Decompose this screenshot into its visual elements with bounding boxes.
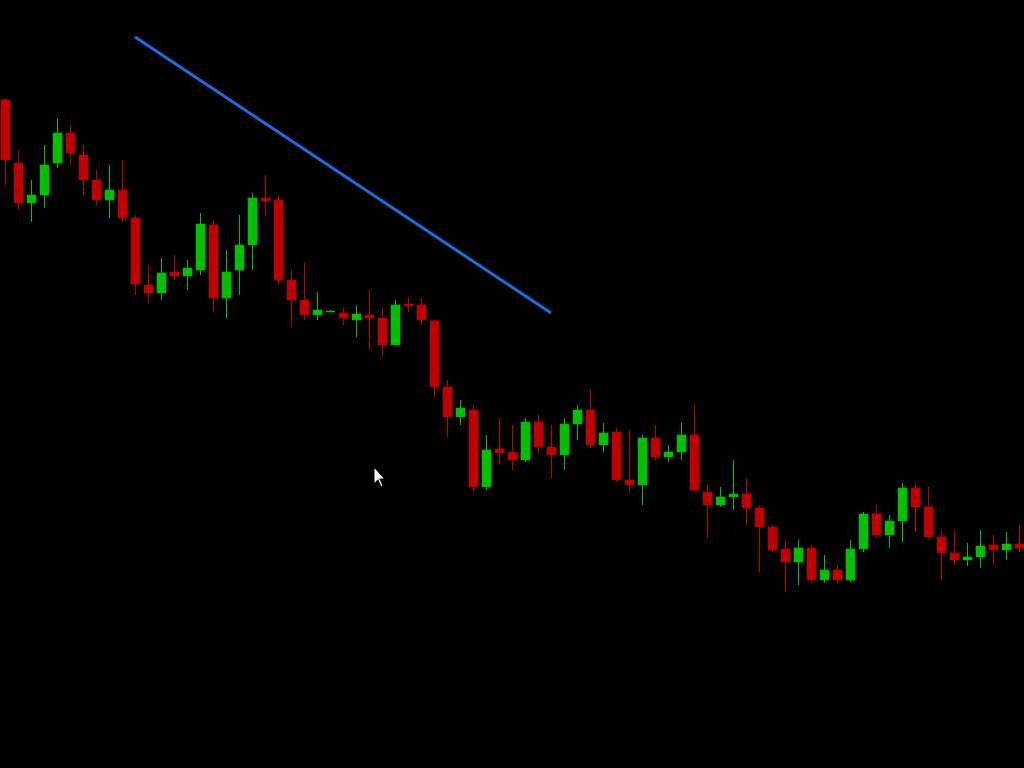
candle-body (845, 548, 856, 581)
candle-body (702, 491, 713, 506)
candle-body (78, 154, 89, 181)
candle-body (364, 314, 375, 319)
candle-body (247, 197, 258, 246)
candle-body (286, 279, 297, 301)
candle-body (988, 544, 999, 551)
candle-body (949, 552, 960, 561)
candle-body (936, 536, 947, 554)
candle-body (338, 312, 349, 319)
candle-body (793, 547, 804, 563)
candle-body (663, 451, 674, 458)
candle-body (312, 309, 323, 316)
candle-body (351, 313, 362, 321)
candle-body (598, 432, 609, 446)
candle-body (637, 437, 648, 486)
candle-body (494, 448, 505, 454)
candle-body (780, 548, 791, 563)
candle-body (117, 189, 128, 219)
candle-body (390, 304, 401, 346)
candle-body (923, 506, 934, 538)
candle-body (546, 446, 557, 456)
candle-body (676, 434, 687, 453)
candle-body (26, 194, 37, 204)
candle-body (416, 304, 427, 321)
candle-body (0, 99, 11, 161)
candle-body (871, 513, 882, 536)
candle-body (962, 556, 973, 561)
candle-body (533, 421, 544, 448)
candle-body (741, 493, 752, 509)
candles (0, 98, 1024, 592)
candle-body (858, 513, 869, 550)
candle-body (234, 244, 245, 271)
candle-body (624, 479, 635, 486)
candle-body (585, 409, 596, 446)
candle-body (39, 164, 50, 196)
candle-body (650, 437, 661, 458)
candle-body (884, 520, 895, 536)
candle-body (910, 487, 921, 508)
candle-body (91, 179, 102, 201)
candle-body (130, 217, 141, 285)
candle-body (975, 545, 986, 558)
candle-body (715, 496, 726, 506)
trend-line[interactable] (134, 35, 552, 315)
candle-body (806, 547, 817, 581)
candle-body (195, 223, 206, 271)
candle-body (520, 421, 531, 461)
candle-body (728, 493, 739, 498)
candle-body (65, 132, 76, 154)
candle-body (273, 199, 284, 281)
candle-body (767, 526, 778, 551)
candle-body (182, 267, 193, 277)
candle-body (754, 507, 765, 528)
mouse-cursor (373, 465, 387, 488)
candle-body (611, 431, 622, 481)
candle-body (1001, 543, 1012, 551)
candle-body (325, 310, 336, 313)
candle-body (377, 317, 388, 346)
candle-body (689, 434, 700, 491)
candle-body (208, 224, 219, 299)
candle-body (819, 569, 830, 581)
candle-body (468, 409, 479, 488)
candle-body (481, 449, 492, 488)
candle-body (169, 271, 180, 277)
candle-body (143, 284, 154, 294)
candle-body (260, 197, 271, 202)
candle-body (897, 487, 908, 522)
candle-body (221, 271, 232, 299)
candle-body (13, 162, 24, 204)
candle-body (156, 272, 167, 294)
candle-body (403, 303, 414, 307)
candle-body (442, 386, 453, 418)
candle-body (1014, 543, 1024, 549)
candle-body (507, 451, 518, 461)
candle-body (104, 189, 115, 201)
candle-body (572, 409, 583, 425)
candle-body (52, 132, 63, 164)
candle-body (455, 407, 466, 418)
candle-body (832, 569, 843, 581)
candle-body (559, 423, 570, 456)
candle-body (429, 320, 440, 388)
candle-body (299, 299, 310, 316)
